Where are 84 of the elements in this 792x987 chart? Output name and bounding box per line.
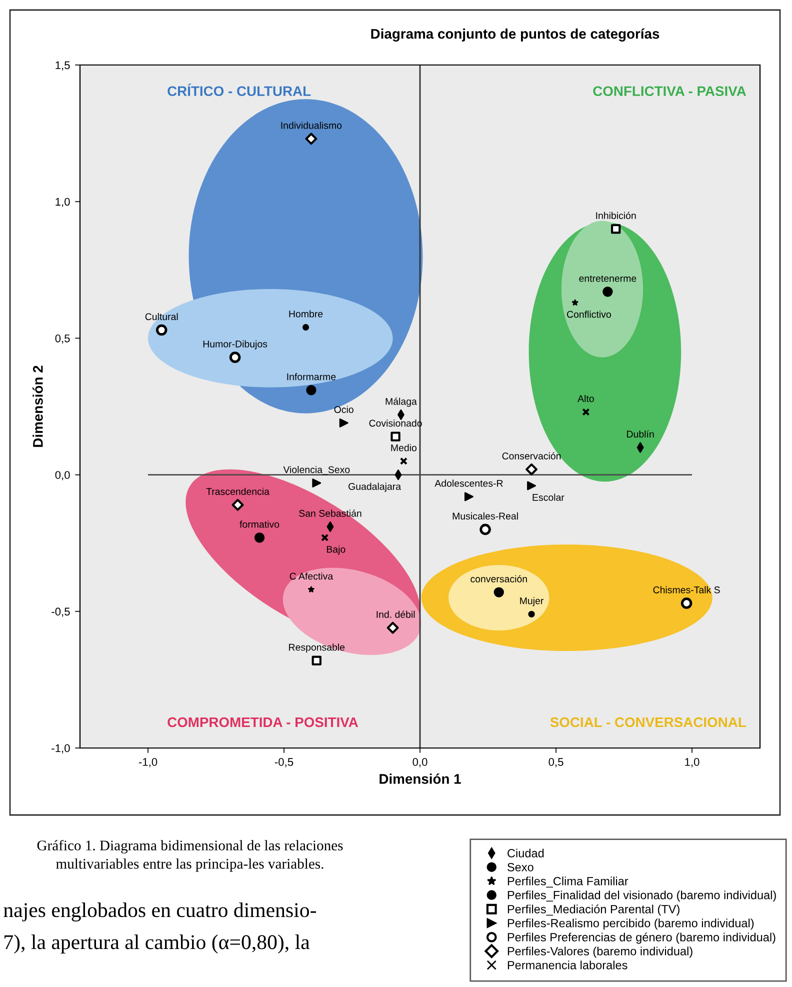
point (229, 352, 241, 363)
y-tick-label: -0,5 (52, 608, 70, 617)
legend-label: Ciudad (508, 848, 544, 858)
point (494, 587, 504, 598)
annotation: formativo (240, 520, 280, 528)
annotation: Responsable (289, 644, 345, 653)
chart-title: Diagrama conjunto de puntos de categorías (371, 28, 660, 42)
annotation: Adolescentes-R (434, 480, 503, 487)
annotation: Conflictivo (567, 310, 611, 318)
point (156, 324, 168, 336)
point (306, 385, 316, 396)
point (320, 534, 329, 542)
y-tick-label: 1,0 (56, 198, 70, 208)
annotation: CONFLICTIVA - PASIVA (593, 86, 746, 96)
annotation: Dublín (627, 430, 654, 438)
annotation: Málaga (386, 398, 417, 407)
x-axis-title: Dimensión 1 (380, 774, 461, 784)
point (464, 492, 474, 502)
annotation: Cultural (145, 312, 178, 320)
y-tick-label: 1,5 (56, 61, 70, 70)
legend-label: Perfiles Preferencias de género (baremo individual) (508, 932, 776, 944)
point (572, 299, 578, 306)
annotation: Conservación (502, 452, 561, 460)
point (528, 610, 535, 618)
annotation: COMPROMETIDA - POSITIVA (168, 717, 358, 728)
point (602, 286, 613, 297)
annotation: Escolar (532, 494, 564, 501)
point (305, 132, 318, 145)
point (390, 432, 400, 442)
annotation: Musicales-Real (452, 512, 518, 520)
annotation: Ocio (334, 406, 354, 413)
legend-label: Perfiles-Realismo percibido (baremo individual) (508, 918, 754, 930)
y-tick-label: 0,5 (55, 334, 70, 344)
text: 7), la apertura al cambio (α=0,80), la (4, 934, 310, 954)
annotation: Bajo (326, 546, 346, 555)
point (308, 586, 314, 592)
point (386, 622, 399, 634)
legend-label: Perfiles_Finalidad del visionado (baremo individual) (508, 890, 776, 902)
text: najes englobados en cuatro dimensio- (4, 902, 316, 922)
annotation: Inhibición (596, 212, 636, 220)
x-tick-label: -0,5 (274, 758, 294, 768)
point (254, 532, 265, 543)
annotation: Chismes-Talk S (653, 586, 720, 594)
y-axis-title: Dimensión 2 (32, 366, 43, 447)
point (232, 498, 244, 511)
annotation: Mujer (520, 597, 544, 606)
x-tick-label: 0,5 (548, 758, 564, 768)
annotation: Alto (578, 394, 594, 402)
annotation: Ind. débil (376, 610, 415, 618)
annotation: Humor-Dibujos (203, 340, 268, 350)
annotation: Trascendencia (206, 488, 270, 495)
point (302, 324, 310, 331)
point (339, 418, 348, 428)
annotation: Guadalajara (348, 482, 402, 492)
point (582, 408, 590, 416)
point (526, 463, 538, 476)
annotation: Medio (391, 444, 417, 452)
text: Gráfico 1. Diagrama bidimensional de las relaciones multivariables entre las principa-les variables. (37, 840, 343, 872)
point (400, 457, 408, 465)
point (610, 224, 621, 234)
x-tick-label: 0,0 (412, 758, 428, 768)
annotation: SOCIAL - CONVERSACIONAL (550, 717, 746, 728)
y-tick-label: 0,0 (55, 471, 70, 480)
legend-label: Permanencia laborales (508, 960, 628, 970)
annotation: Violencia_Sexo (283, 466, 350, 475)
point (527, 481, 536, 490)
annotation: conversación (470, 575, 527, 582)
annotation: Informarme (287, 373, 336, 380)
annotation: C Afectiva (290, 572, 334, 580)
point (312, 656, 322, 666)
annotation: CRÍTICO - CULTURAL (168, 84, 311, 96)
legend-label: Perfiles_Clima Familiar (508, 876, 628, 888)
legend-label: Perfiles-Valores (baremo individual) (508, 946, 692, 958)
annotation: Individualismo (281, 122, 342, 129)
point (680, 598, 692, 609)
point (312, 478, 322, 488)
x-tick-label: -1,0 (138, 758, 158, 768)
point (480, 524, 491, 536)
annotation: Hombre (289, 310, 323, 318)
legend-label: Perfiles_Mediación Parental (TV) (508, 904, 680, 916)
y-tick-label: -1,0 (52, 744, 70, 754)
legend-label: Sexo (508, 862, 534, 872)
x-tick-label: 1,0 (685, 758, 700, 768)
annotation: entretenerme (579, 275, 636, 282)
